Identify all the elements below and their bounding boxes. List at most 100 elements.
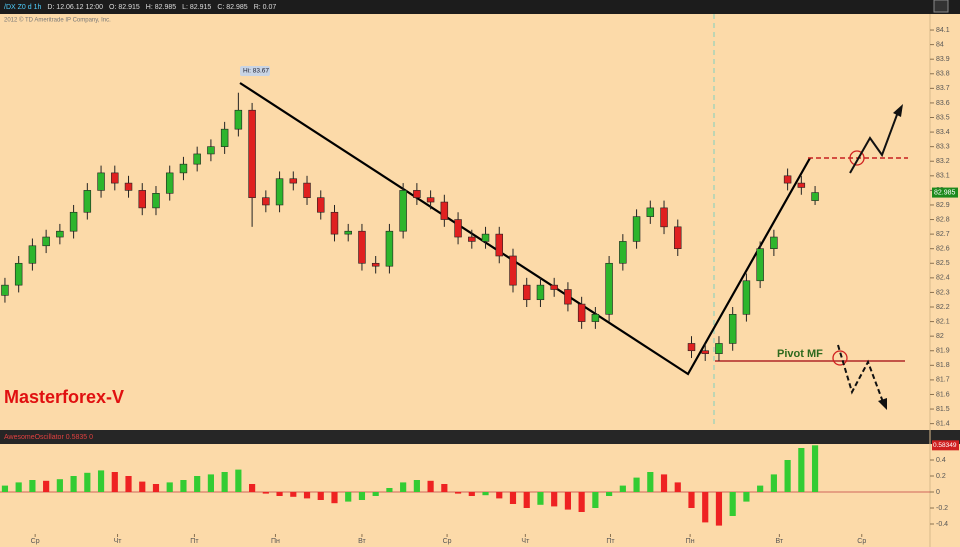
x-tick-label: Ср: [31, 538, 40, 545]
candle-body: [42, 236, 50, 247]
candle-body: [330, 211, 339, 235]
candle-body: [564, 289, 572, 305]
candle-body: [646, 207, 655, 217]
osc-y-tick-label: -0.2: [936, 505, 948, 512]
brand: Masterforex-V: [4, 387, 124, 407]
last-price-box: [932, 187, 958, 198]
candle-body: [797, 182, 806, 188]
osc-header: [0, 430, 960, 444]
candle-body: [289, 178, 298, 184]
last-price-label: 82.985: [934, 189, 956, 196]
osc-bar: [386, 488, 393, 492]
candle-body: [83, 190, 92, 213]
hi-label-box: [240, 66, 270, 76]
y-tick-label: 82.6: [936, 246, 950, 253]
osc-title: AwesomeOscillator 0.5835 0: [4, 434, 93, 441]
candle-body: [591, 313, 600, 322]
osc-bar: [811, 445, 819, 492]
osc-bar: [674, 482, 681, 492]
candle-body: [742, 280, 751, 315]
y-tick-label: 81.7: [936, 377, 950, 384]
candle-body: [619, 241, 627, 264]
candle-body: [811, 192, 819, 201]
y-tick-label: 82.2: [936, 304, 950, 311]
candle-body: [207, 146, 215, 155]
candle-body: [1, 284, 9, 296]
y-tick-label: 83.6: [936, 100, 950, 107]
candle-body: [728, 313, 737, 344]
candle-body: [413, 190, 421, 198]
candle-body: [522, 284, 531, 301]
osc-bar: [262, 492, 269, 494]
candle-body: [770, 236, 778, 249]
candle-body: [481, 233, 490, 242]
header-item: R: 0.07: [254, 4, 277, 11]
osc-y-tick-label: 0.4: [936, 457, 946, 464]
osc-bar: [345, 492, 352, 502]
y-tick-label: 83.2: [936, 158, 950, 165]
osc-bar: [249, 484, 256, 492]
candle-body: [303, 182, 311, 198]
osc-bar: [413, 480, 420, 492]
pivot-circle: [832, 350, 848, 366]
x-tick-label: Пн: [686, 538, 695, 545]
candle-body: [426, 197, 435, 203]
candle-body: [234, 109, 243, 130]
osc-bar: [56, 479, 63, 492]
osc-bar: [523, 492, 530, 508]
candle-body: [56, 230, 64, 238]
osc-bar: [97, 470, 105, 492]
candle-body: [632, 216, 641, 242]
osc-bar: [207, 474, 214, 492]
osc-bar: [537, 492, 544, 505]
y-tick-label: 82.9: [936, 202, 950, 209]
osc-bar: [743, 492, 750, 502]
osc-y-tick-label: 0.2: [936, 473, 946, 480]
y-tick-label: 83.3: [936, 143, 950, 150]
header-item: O: 82.915: [109, 4, 140, 11]
down-arrow-head: [878, 398, 887, 410]
candle-body: [674, 226, 682, 249]
osc-bar: [235, 469, 242, 492]
corner-button[interactable]: [933, 0, 949, 13]
x-axis-band: [0, 534, 960, 547]
y-tick-label: 84: [936, 41, 944, 48]
candle-body: [220, 128, 229, 147]
candle-body: [275, 178, 284, 206]
osc-last-box: [932, 440, 959, 451]
osc-bar: [798, 448, 805, 492]
x-tick-label: Ср: [857, 538, 866, 545]
candle-body: [248, 109, 256, 198]
y-tick-label: 82.4: [936, 275, 950, 282]
osc-bar: [276, 492, 283, 496]
candle-body: [440, 201, 449, 220]
trend-lines: [239, 82, 811, 376]
candle-body: [111, 172, 119, 184]
y-tick-label: 83.4: [936, 129, 950, 136]
candle-body: [28, 245, 37, 264]
osc-bar: [715, 492, 723, 526]
header-bar: [0, 0, 960, 14]
osc-bar: [578, 492, 585, 512]
osc-bar: [633, 477, 640, 492]
y-tick-label: 83.7: [936, 85, 950, 92]
x-tick-label: Пт: [190, 538, 199, 545]
osc-last-label: 0.58349: [933, 442, 957, 449]
candle-body: [152, 193, 160, 209]
candle-body: [783, 175, 792, 184]
y-tick-label: 83.5: [936, 114, 950, 121]
candle-body: [495, 233, 503, 257]
candle-body: [317, 197, 325, 213]
candle-body: [687, 343, 696, 352]
osc-bar: [180, 480, 187, 492]
x-tick-label: Вт: [776, 538, 784, 545]
osc-bar: [194, 476, 201, 492]
candle-body: [97, 172, 105, 191]
candle-body: [577, 303, 586, 322]
candle-body: [138, 190, 146, 209]
osc-y-tick-label: 0: [936, 489, 940, 496]
header-item: L: 82.915: [182, 4, 211, 11]
osc-bar: [606, 492, 613, 496]
osc-bar: [166, 482, 173, 492]
